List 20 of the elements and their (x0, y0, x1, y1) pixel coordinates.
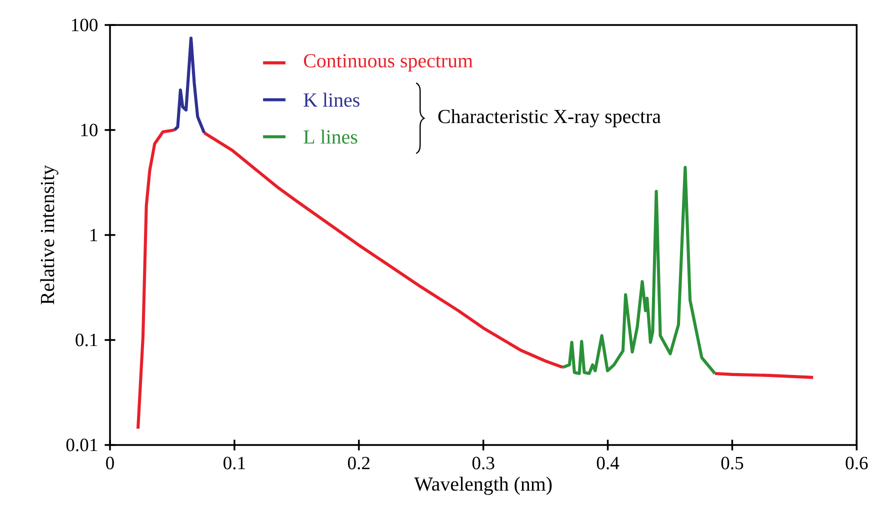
x-tick-label: 0.4 (596, 456, 620, 470)
y-tick-label: 1 (90, 228, 98, 242)
legend-label: L lines (304, 130, 358, 144)
y-tick-label: 10 (81, 124, 98, 136)
x-tick-label: 0.1 (224, 456, 245, 470)
legend-label: K lines (304, 92, 360, 107)
annotation: Characteristic X-ray spectra (438, 109, 661, 128)
y-tick-label: 100 (72, 18, 98, 32)
x-axis-title: Wavelength (nm) (414, 476, 552, 495)
x-tick-label: 0.5 (721, 456, 744, 470)
x-tick-label: 0.2 (348, 456, 370, 470)
y-tick-label: 0.01 (66, 438, 98, 452)
x-tick-label: 0.3 (472, 456, 494, 470)
line-series (172, 36, 206, 134)
line-series (561, 166, 716, 376)
y-tick-label: 0.1 (76, 334, 98, 346)
x-tick-label: 0 (106, 456, 114, 470)
legend-label: Continuous spectrum (304, 54, 473, 72)
x-tick-label: 0.6 (846, 456, 868, 470)
y-axis-title: Relative intensity (40, 165, 58, 304)
